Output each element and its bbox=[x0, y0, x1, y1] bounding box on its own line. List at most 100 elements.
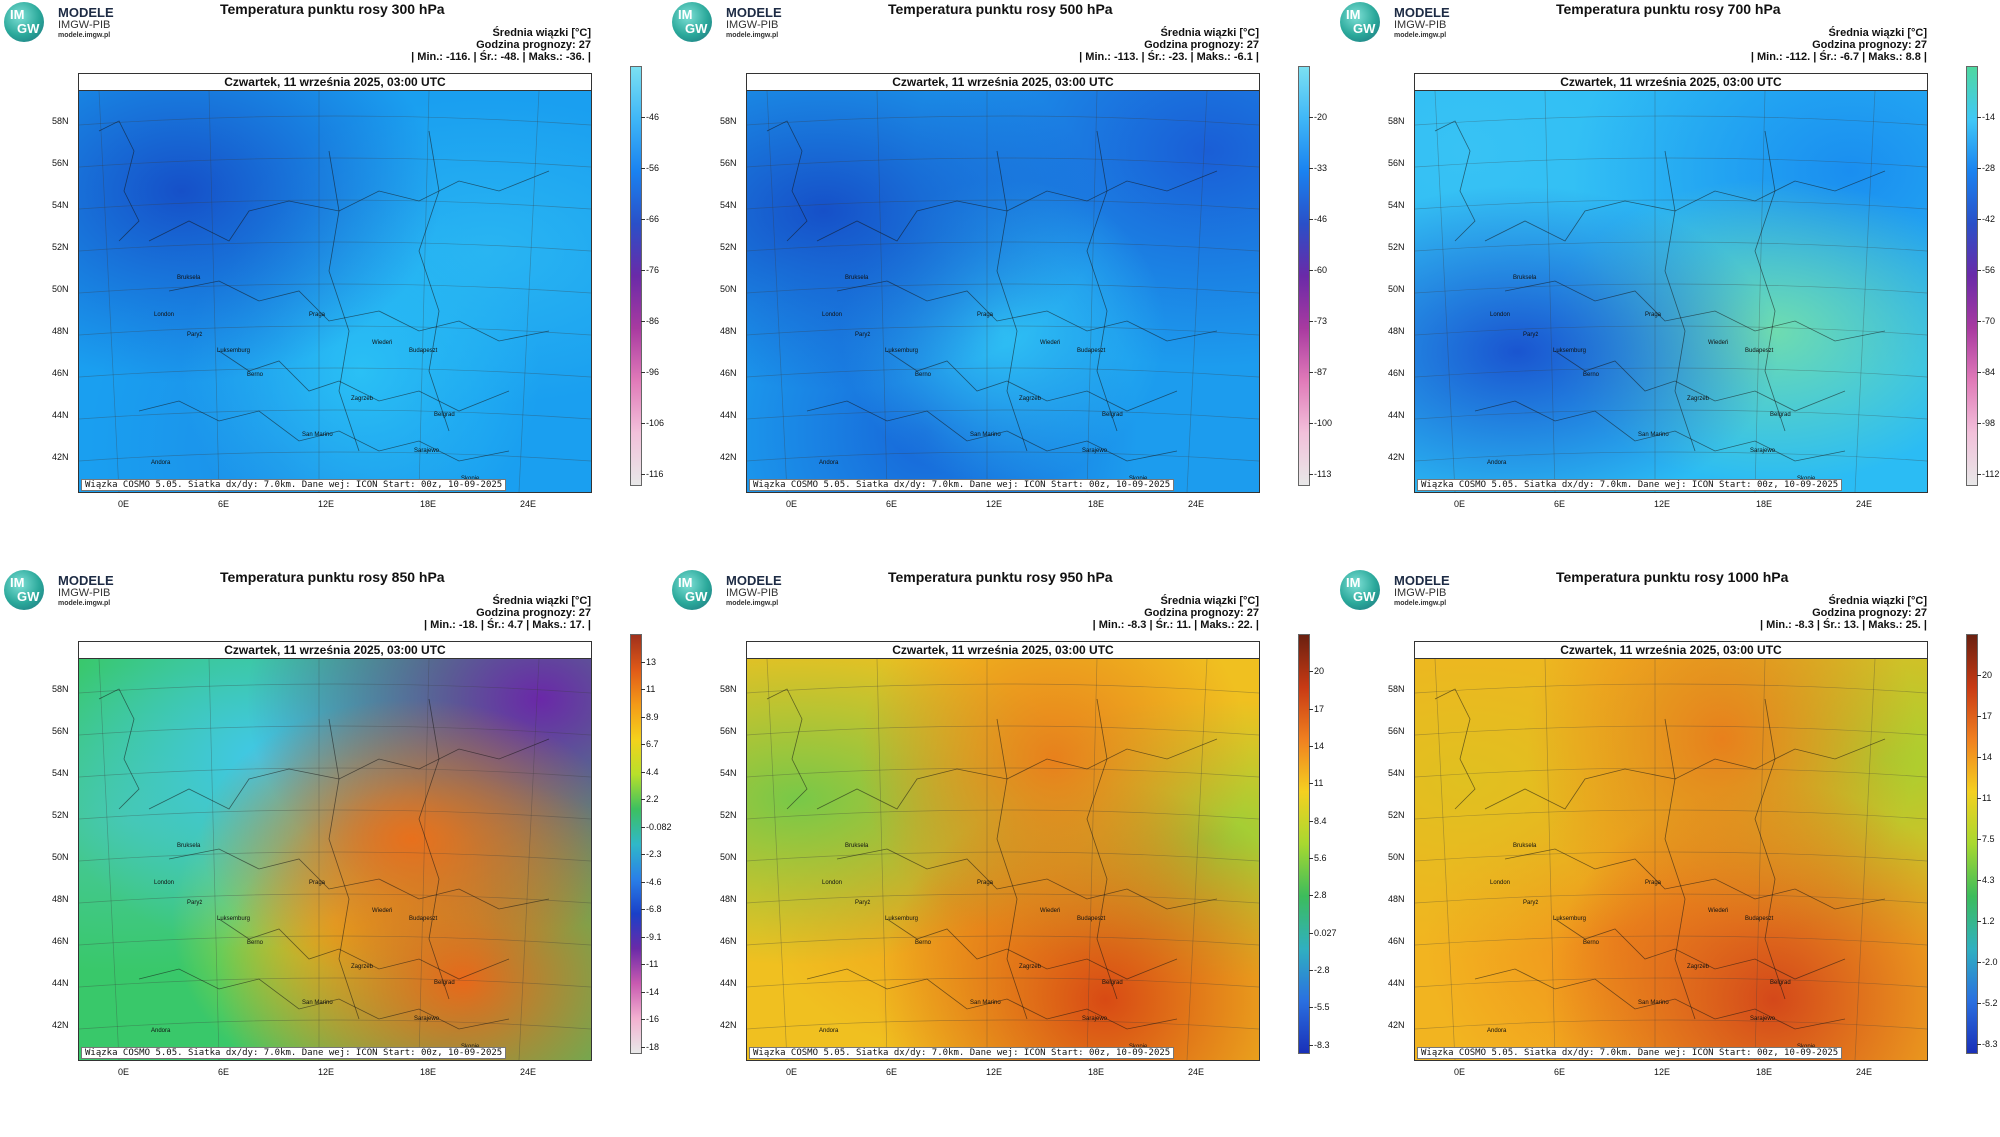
colorbar-label: -14 bbox=[646, 987, 660, 997]
colorbar bbox=[630, 634, 642, 1054]
colorbar-label: -46 bbox=[646, 112, 660, 122]
country-border bbox=[1434, 120, 1476, 242]
latitude-label: 54N bbox=[720, 200, 737, 210]
colorbar bbox=[1298, 66, 1310, 486]
latitude-label: 42N bbox=[52, 1020, 69, 1030]
city-label: London bbox=[1490, 312, 1511, 318]
colorbar-label: 14 bbox=[1982, 752, 1993, 762]
city-label: Paryż bbox=[1523, 332, 1539, 338]
colorbar-tick bbox=[1309, 372, 1313, 373]
longitude-line bbox=[418, 659, 430, 1060]
stats-line: | Min.: -8.3 | Śr.: 11. | Maks.: 22. | bbox=[1092, 619, 1259, 631]
longitude-label: 6E bbox=[1554, 1067, 1566, 1077]
country-border bbox=[806, 400, 1178, 462]
logo-mark-bottom: GW bbox=[1353, 589, 1376, 604]
latitude-line bbox=[79, 451, 591, 462]
latitude-line bbox=[79, 241, 591, 252]
colorbar-label: -112 bbox=[1982, 469, 2000, 479]
latitude-label: 44N bbox=[720, 978, 737, 988]
stats-line: | Min.: -112. | Śr.: -6.7 | Maks.: 8.8 | bbox=[1750, 51, 1927, 63]
colorbar-tick bbox=[1977, 423, 1981, 424]
city-label: Luksemburg bbox=[217, 348, 251, 354]
forecast-panel: IM GW MODELE IMGW-PIB modele.imgw.pl Temperat… bbox=[1336, 568, 2000, 1136]
logo-url: modele.imgw.pl bbox=[726, 32, 779, 39]
longitude-line bbox=[1544, 91, 1556, 492]
date-bar: Czwartek, 11 września 2025, 03:00 UTC bbox=[79, 642, 591, 659]
latitude-line bbox=[747, 935, 1259, 946]
country-border bbox=[218, 350, 510, 412]
country-border bbox=[1484, 170, 1886, 242]
city-label: Zagrzeb bbox=[351, 396, 374, 402]
longitude-label: 12E bbox=[986, 1067, 1003, 1077]
logo-subtitle: IMGW-PIB bbox=[58, 19, 111, 31]
colorbar-label: -28 bbox=[1982, 163, 1996, 173]
longitude-label: 6E bbox=[886, 499, 898, 509]
city-label: Belgrad bbox=[1770, 412, 1791, 418]
colorbar-tick bbox=[1977, 321, 1981, 322]
colorbar-tick bbox=[641, 799, 645, 800]
colorbar-tick bbox=[1309, 858, 1313, 859]
latitude-line bbox=[79, 893, 591, 904]
stats-line: | Min.: -116. | Śr.: -48. | Maks.: -36. … bbox=[411, 51, 591, 63]
map-frame: Czwartek, 11 września 2025, 03:00 UTC Lon… bbox=[78, 641, 592, 1061]
dew-point-field bbox=[1415, 659, 1927, 1060]
colorbar-label: -20 bbox=[1314, 112, 1328, 122]
latitude-line bbox=[1415, 325, 1927, 336]
latitude-line bbox=[747, 283, 1259, 294]
forecast-hour: Godzina prognozy: 27 bbox=[476, 39, 591, 51]
country-border bbox=[1554, 350, 1846, 412]
country-border bbox=[1664, 718, 1696, 1020]
city-label: Praga bbox=[1645, 312, 1662, 318]
colorbar-label: 7.5 bbox=[1982, 834, 1995, 844]
colorbar-tick bbox=[1309, 709, 1313, 710]
colorbar-label: 13 bbox=[646, 657, 657, 667]
stats-block: Średnia wiązki [°C] Godzina prognozy: 27 |… bbox=[411, 27, 591, 63]
colorbar-tick bbox=[1309, 970, 1313, 971]
colorbar-tick bbox=[641, 1047, 645, 1048]
stats-line: | Min.: -18. | Śr.: 4.7 | Maks.: 17. | bbox=[424, 619, 591, 631]
colorbar-label: -87 bbox=[1314, 367, 1328, 377]
country-border bbox=[1484, 738, 1886, 810]
longitude-line bbox=[766, 91, 788, 492]
latitude-line bbox=[79, 935, 591, 946]
stats-line: | Min.: -8.3 | Śr.: 13. | Maks.: 25. | bbox=[1760, 619, 1927, 631]
colorbar-label: -4.6 bbox=[646, 877, 662, 887]
latitude-label: 58N bbox=[720, 116, 737, 126]
colorbar-tick bbox=[641, 117, 645, 118]
colorbar-tick bbox=[1977, 474, 1981, 475]
longitude-line bbox=[1854, 659, 1876, 1060]
city-label: Praga bbox=[977, 312, 994, 318]
longitude-label: 18E bbox=[1756, 499, 1773, 509]
colorbar-label: 17 bbox=[1982, 711, 1993, 721]
longitude-line bbox=[1086, 91, 1098, 492]
forecast-panel: IM GW MODELE IMGW-PIB modele.imgw.pl Temperat… bbox=[0, 0, 670, 568]
longitude-label: 18E bbox=[1756, 1067, 1773, 1077]
latitude-label: 42N bbox=[1388, 1020, 1405, 1030]
latitude-line bbox=[1415, 115, 1927, 126]
colorbar-label: 20 bbox=[1314, 666, 1325, 676]
panel-title: Temperatura punktu rosy 950 hPa bbox=[888, 569, 1113, 585]
longitude-line bbox=[1186, 91, 1208, 492]
latitude-line bbox=[1415, 157, 1927, 168]
latitude-label: 44N bbox=[52, 978, 69, 988]
stats-block: Średnia wiązki [°C] Godzina prognozy: 27 |… bbox=[1751, 27, 1927, 63]
city-label: San Marino bbox=[1638, 432, 1669, 438]
longitude-label: 0E bbox=[118, 499, 130, 509]
country-border bbox=[766, 120, 808, 242]
longitude-label: 6E bbox=[218, 1067, 230, 1077]
logo-mark-top: IM bbox=[10, 575, 25, 590]
logo-title: MODELE bbox=[1394, 5, 1450, 20]
logo-subtitle: IMGW-PIB bbox=[58, 587, 111, 599]
city-label: Wiedeń bbox=[372, 908, 393, 914]
stats-line: | Min.: -113. | Śr.: -23. | Maks.: -6.1 … bbox=[1079, 51, 1259, 63]
city-label: Bruksela bbox=[845, 275, 869, 281]
colorbar-tick bbox=[641, 423, 645, 424]
logo-mark-bottom: GW bbox=[1353, 21, 1376, 36]
graticule bbox=[79, 91, 591, 492]
colorbar-label: -2.3 bbox=[646, 849, 662, 859]
city-label: London bbox=[154, 880, 175, 886]
latitude-line bbox=[1415, 725, 1927, 736]
logo-mark-bottom: GW bbox=[685, 589, 708, 604]
latitude-label: 58N bbox=[1388, 684, 1405, 694]
colorbar-tick bbox=[641, 168, 645, 169]
